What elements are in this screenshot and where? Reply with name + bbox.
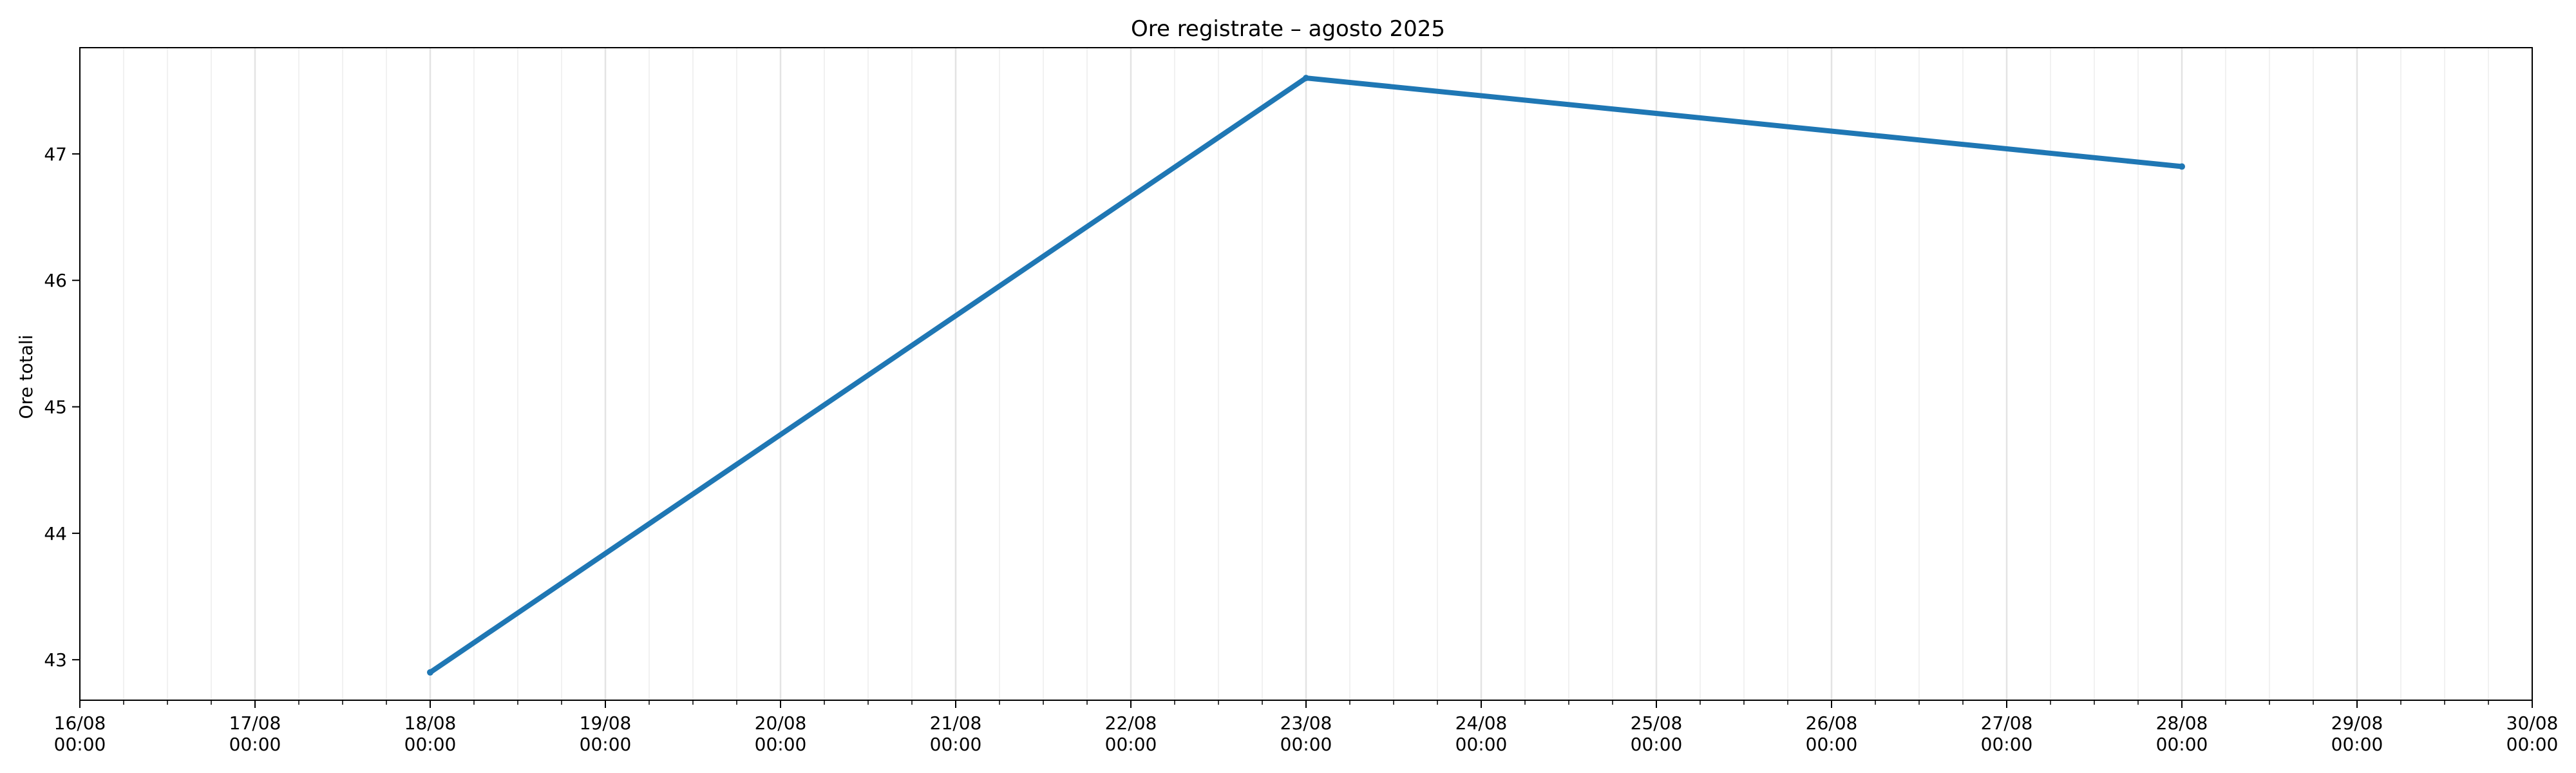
x-tick-label-time: 00:00	[2506, 734, 2559, 755]
y-axis: 43 44 45 46 47	[44, 144, 80, 671]
x-tick-label-day: 28/08	[2156, 712, 2208, 734]
y-axis-title: Ore totali	[15, 335, 37, 419]
x-tick-label-time: 00:00	[1806, 734, 1858, 755]
x-tick-label-day: 25/08	[1631, 712, 1683, 734]
y-tick-label: 44	[44, 523, 67, 544]
series-layer	[427, 75, 2185, 676]
data-point	[427, 669, 433, 676]
gridlines	[79, 48, 2533, 700]
x-tick-label-day: 22/08	[1105, 712, 1157, 734]
y-tick-label: 47	[44, 144, 67, 165]
x-tick-label-time: 00:00	[580, 734, 632, 755]
x-tick-label-day: 20/08	[755, 712, 807, 734]
data-point	[2179, 163, 2185, 170]
x-tick-label-day: 30/08	[2506, 712, 2559, 734]
y-tick-label: 46	[44, 270, 67, 291]
x-tick-label-time: 00:00	[930, 734, 982, 755]
x-tick-label-day: 24/08	[1455, 712, 1508, 734]
y-tick-label: 45	[44, 397, 67, 418]
x-tick-label-day: 27/08	[1981, 712, 2033, 734]
x-tick-label-time: 00:00	[755, 734, 807, 755]
x-tick-label-time: 00:00	[2331, 734, 2383, 755]
x-tick-label-time: 00:00	[1455, 734, 1508, 755]
x-axis: 16/0800:0017/0800:0018/0800:0019/0800:00…	[54, 700, 2559, 755]
x-tick-label-day: 29/08	[2331, 712, 2383, 734]
x-tick-label-time: 00:00	[1981, 734, 2033, 755]
x-tick-label-time: 00:00	[1280, 734, 1332, 755]
data-point	[1303, 75, 1309, 82]
x-tick-label-day: 18/08	[404, 712, 457, 734]
x-tick-label-time: 00:00	[404, 734, 457, 755]
x-tick-label-time: 00:00	[229, 734, 281, 755]
x-tick-label-day: 26/08	[1806, 712, 1858, 734]
x-tick-label-day: 23/08	[1280, 712, 1332, 734]
x-tick-label-day: 19/08	[580, 712, 632, 734]
x-tick-label-time: 00:00	[54, 734, 106, 755]
x-tick-label-day: 17/08	[229, 712, 281, 734]
x-tick-label-time: 00:00	[1105, 734, 1157, 755]
y-tick-label: 43	[44, 649, 67, 671]
x-tick-label-day: 21/08	[930, 712, 982, 734]
chart-title: Ore registrate – agosto 2025	[1131, 16, 1445, 42]
x-tick-label-time: 00:00	[1631, 734, 1683, 755]
x-tick-label-time: 00:00	[2156, 734, 2208, 755]
x-tick-label-day: 16/08	[54, 712, 106, 734]
